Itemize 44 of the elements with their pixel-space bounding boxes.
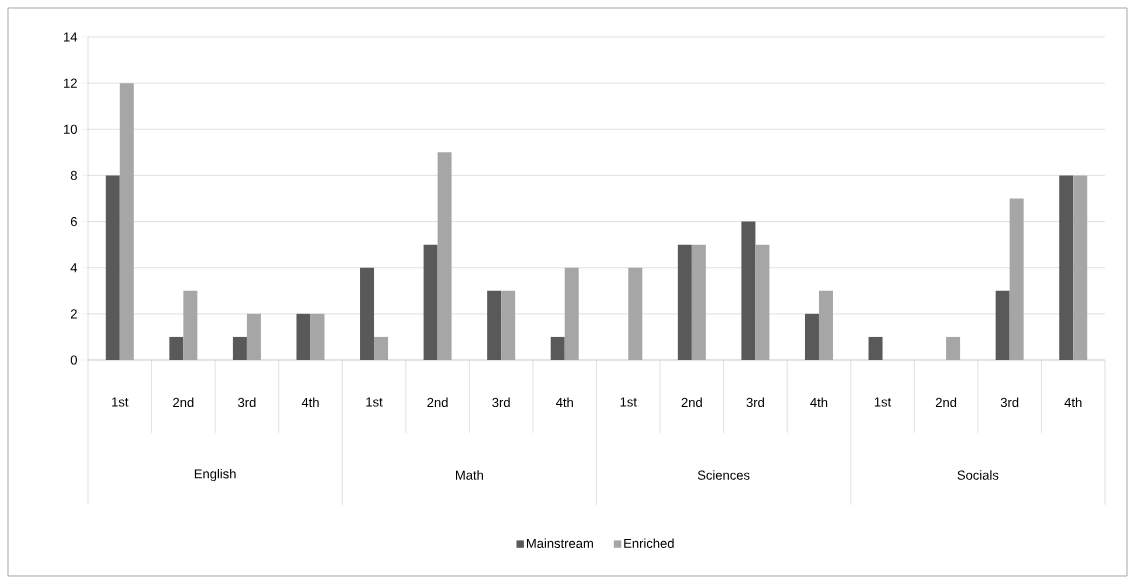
text: English — [194, 468, 236, 482]
x-tick-label: 1st — [874, 397, 892, 407]
bar — [804, 313, 819, 360]
bar — [868, 336, 883, 360]
x-tick-label: 3rd — [492, 397, 510, 408]
x-tick-label: 2nd — [427, 397, 448, 408]
x-tick-label: 3rd — [746, 397, 764, 408]
bar — [487, 290, 502, 360]
bar — [1059, 175, 1074, 360]
x-tick-label: 1st — [620, 397, 637, 407]
bar — [169, 336, 184, 360]
legend-label: Enriched — [624, 538, 674, 548]
x-tick-label: 3rd — [238, 397, 256, 408]
bar — [232, 336, 247, 360]
x-tick-label: 3rd — [1000, 397, 1019, 408]
bar — [677, 244, 692, 360]
bar — [741, 221, 756, 360]
bar — [995, 290, 1010, 360]
x-tick-label: 4th — [555, 397, 573, 408]
bar — [105, 175, 120, 360]
y-tick-label: 4 — [70, 263, 78, 273]
y-tick-label: 0 — [70, 355, 77, 365]
text: Sciences — [697, 470, 750, 480]
y-tick-label: 14 — [64, 32, 78, 42]
x-tick-label: 1st — [366, 397, 383, 407]
x-tick-label: 4th — [301, 397, 319, 408]
x-tick-label: 2nd — [935, 397, 957, 408]
legend-label: Mainstream — [526, 538, 593, 548]
x-tick-label: 1st — [112, 397, 129, 407]
x-tick-label: 4th — [1064, 397, 1082, 408]
y-tick-label: 12 — [64, 78, 77, 88]
bar — [423, 244, 438, 360]
bar — [296, 313, 311, 360]
x-tick-label: 4th — [810, 397, 828, 408]
x-tick-label: 2nd — [681, 397, 702, 408]
y-tick-label: 8 — [70, 170, 77, 181]
y-tick-label: 10 — [64, 124, 77, 134]
bar — [550, 336, 565, 360]
text: Math — [456, 470, 483, 480]
x-tick-label: 2nd — [173, 397, 194, 408]
bar — [360, 267, 375, 360]
y-tick-label: 2 — [70, 309, 77, 319]
y-tick-label: 6 — [70, 216, 77, 227]
text: Socials — [957, 470, 999, 480]
